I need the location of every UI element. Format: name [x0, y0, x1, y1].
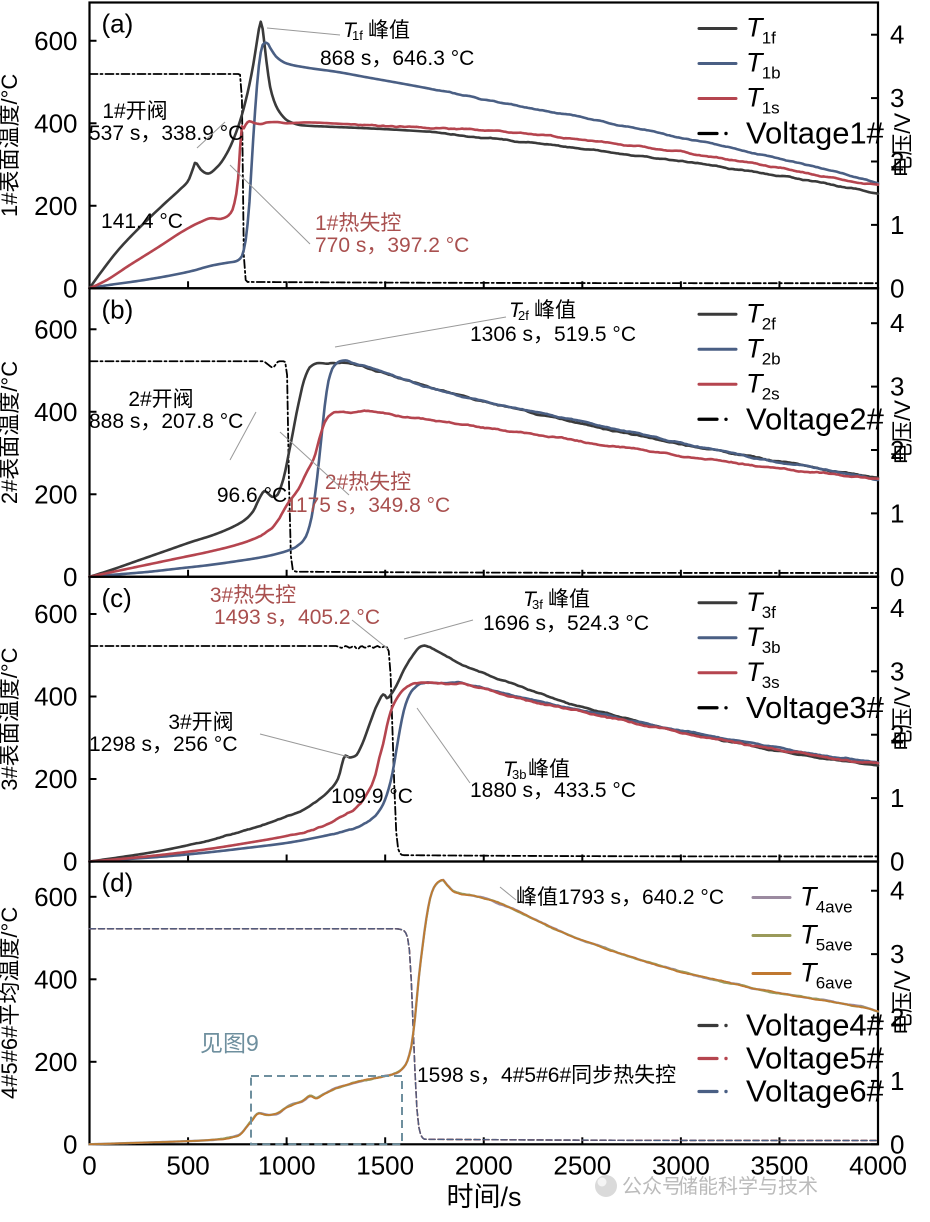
- svg-text:5ave: 5ave: [816, 936, 853, 955]
- svg-text:4000: 4000: [849, 1150, 907, 1180]
- svg-text:600: 600: [34, 26, 77, 56]
- svg-text:3f: 3f: [532, 597, 543, 612]
- svg-text:400: 400: [34, 682, 77, 712]
- svg-text:2f: 2f: [518, 308, 529, 323]
- svg-text:200: 200: [34, 479, 77, 509]
- svg-text:200: 200: [34, 764, 77, 794]
- svg-text:(b): (b): [102, 294, 134, 324]
- svg-text:1598 s，4#5#6#同步热失控: 1598 s，4#5#6#同步热失控: [417, 1064, 676, 1087]
- svg-text:(a): (a): [102, 9, 134, 39]
- svg-text:3#表面温度/°C: 3#表面温度/°C: [0, 647, 22, 790]
- svg-text:4: 4: [890, 20, 904, 50]
- svg-text:600: 600: [34, 599, 77, 629]
- svg-text:1500: 1500: [356, 1150, 414, 1180]
- svg-text:2#表面温度/°C: 2#表面温度/°C: [0, 361, 22, 504]
- svg-text:3: 3: [890, 372, 904, 402]
- svg-text:200: 200: [34, 191, 77, 221]
- svg-text:400: 400: [34, 964, 77, 994]
- svg-text:1f: 1f: [762, 29, 776, 48]
- svg-text:1175 s，349.8 °C: 1175 s，349.8 °C: [286, 494, 450, 517]
- svg-text:储能科学与技术: 储能科学与技术: [678, 1175, 818, 1198]
- svg-text:888 s，207.8 °C: 888 s，207.8 °C: [89, 410, 243, 433]
- svg-text:400: 400: [34, 397, 77, 427]
- svg-text:3: 3: [890, 656, 904, 686]
- svg-text:峰值: 峰值: [548, 588, 590, 611]
- svg-text:141.4 °C: 141.4 °C: [101, 210, 183, 233]
- svg-text:峰值: 峰值: [534, 299, 576, 322]
- svg-text:峰值: 峰值: [528, 758, 570, 781]
- svg-text:1880 s，433.5 °C: 1880 s，433.5 °C: [470, 779, 636, 802]
- svg-text:2f: 2f: [762, 314, 776, 333]
- svg-text:4ave: 4ave: [816, 898, 853, 917]
- svg-text:1: 1: [890, 210, 904, 240]
- svg-text:1: 1: [890, 1066, 904, 1096]
- svg-text:1#热失控: 1#热失控: [315, 212, 401, 235]
- svg-text:公众号: 公众号: [622, 1175, 682, 1198]
- svg-text:4#5#6#平均温度/°C: 4#5#6#平均温度/°C: [0, 907, 22, 1099]
- svg-text:1000: 1000: [258, 1150, 316, 1180]
- svg-text:2000: 2000: [455, 1150, 513, 1180]
- svg-text:6ave: 6ave: [816, 974, 853, 993]
- svg-text:3#开阀: 3#开阀: [168, 711, 233, 734]
- svg-text:1#开阀: 1#开阀: [102, 100, 167, 123]
- svg-text:0: 0: [82, 1150, 96, 1180]
- svg-text:电压/V: 电压/V: [890, 400, 915, 465]
- svg-text:537 s，338.9 °C: 537 s，338.9 °C: [89, 122, 243, 145]
- svg-text:4: 4: [890, 593, 904, 623]
- svg-text:0: 0: [890, 562, 904, 592]
- svg-text:1: 1: [890, 498, 904, 528]
- svg-text:Voltage4#: Voltage4#: [746, 1008, 885, 1043]
- svg-text:Voltage3#: Voltage3#: [746, 690, 885, 725]
- svg-text:2#热失控: 2#热失控: [325, 471, 411, 494]
- svg-text:1306 s，519.5 °C: 1306 s，519.5 °C: [470, 323, 636, 346]
- svg-text:电压/V: 电压/V: [890, 686, 915, 751]
- svg-text:见图9: 见图9: [200, 1030, 259, 1056]
- svg-text:时间/s: 时间/s: [446, 1182, 521, 1212]
- svg-text:3#热失控: 3#热失控: [210, 584, 296, 607]
- svg-text:1b: 1b: [762, 64, 781, 83]
- svg-text:0: 0: [63, 847, 77, 877]
- svg-text:200: 200: [34, 1047, 77, 1077]
- svg-text:500: 500: [166, 1150, 209, 1180]
- svg-text:Voltage6#: Voltage6#: [746, 1074, 885, 1109]
- svg-text:0: 0: [890, 847, 904, 877]
- svg-text:1493 s，405.2 °C: 1493 s，405.2 °C: [214, 606, 380, 629]
- svg-text:600: 600: [34, 882, 77, 912]
- svg-text:109.9 °C: 109.9 °C: [331, 785, 413, 808]
- svg-text:1: 1: [890, 783, 904, 813]
- svg-text:电压/V: 电压/V: [890, 970, 915, 1035]
- svg-text:电压/V: 电压/V: [890, 113, 915, 178]
- svg-text:1#表面温度/°C: 1#表面温度/°C: [0, 74, 22, 217]
- svg-text:4: 4: [890, 876, 904, 906]
- svg-text:3: 3: [890, 83, 904, 113]
- svg-text:3f: 3f: [762, 603, 776, 622]
- svg-text:2b: 2b: [762, 349, 781, 368]
- svg-text:3b: 3b: [762, 638, 781, 657]
- svg-text:400: 400: [34, 108, 77, 138]
- svg-text:600: 600: [34, 314, 77, 344]
- svg-text:峰值: 峰值: [368, 19, 410, 42]
- svg-text:0: 0: [63, 273, 77, 303]
- svg-text:1f: 1f: [352, 28, 363, 43]
- svg-text:0: 0: [63, 562, 77, 592]
- svg-text:峰值1793 s，640.2 °C: 峰值1793 s，640.2 °C: [516, 886, 724, 909]
- svg-text:(d): (d): [102, 868, 134, 898]
- svg-text:(c): (c): [102, 583, 132, 613]
- svg-text:4: 4: [890, 308, 904, 338]
- svg-text:868 s，646.3 °C: 868 s，646.3 °C: [320, 47, 474, 70]
- svg-text:Voltage1#: Voltage1#: [746, 116, 885, 151]
- svg-text:0: 0: [890, 273, 904, 303]
- svg-text:0: 0: [63, 1129, 77, 1159]
- svg-text:Voltage2#: Voltage2#: [746, 401, 885, 436]
- svg-text:Voltage5#: Voltage5#: [746, 1041, 885, 1076]
- svg-text:2#开阀: 2#开阀: [128, 388, 193, 411]
- svg-text:1298 s，256 °C: 1298 s，256 °C: [89, 733, 238, 756]
- svg-text:96.6 °C: 96.6 °C: [217, 484, 287, 507]
- svg-text:1696 s，524.3 °C: 1696 s，524.3 °C: [483, 612, 649, 635]
- svg-text:770 s，397.2 °C: 770 s，397.2 °C: [315, 234, 469, 257]
- svg-text:3: 3: [890, 939, 904, 969]
